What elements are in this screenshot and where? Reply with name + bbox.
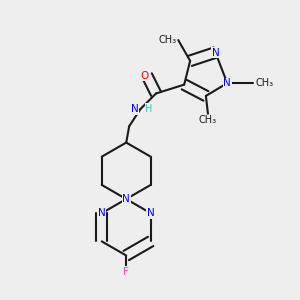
- Text: CH₃: CH₃: [256, 78, 274, 88]
- Text: O: O: [140, 71, 148, 81]
- Text: F: F: [123, 267, 129, 277]
- Text: H: H: [145, 104, 152, 114]
- Text: N: N: [147, 208, 154, 218]
- Text: CH₃: CH₃: [159, 35, 177, 45]
- Text: N: N: [98, 208, 106, 218]
- Text: N: N: [131, 104, 138, 114]
- Text: CH₃: CH₃: [199, 115, 217, 125]
- Text: N: N: [122, 194, 130, 204]
- Text: N: N: [212, 47, 219, 58]
- Text: N: N: [224, 78, 231, 88]
